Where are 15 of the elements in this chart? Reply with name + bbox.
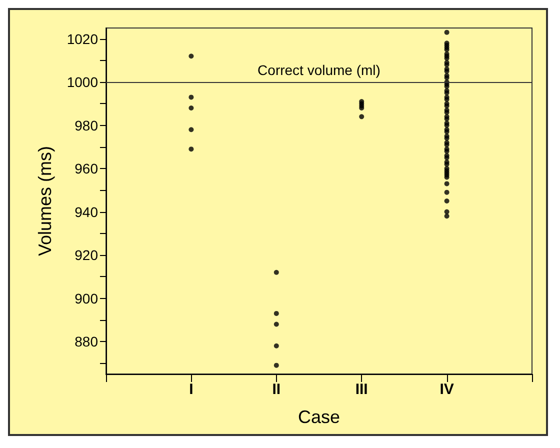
x-tick-label: II xyxy=(272,381,281,398)
x-axis-title: Case xyxy=(298,407,340,427)
x-tick-label: IV xyxy=(440,381,454,398)
x-tick-label: I xyxy=(189,381,194,398)
y-tick-label: 1000 xyxy=(66,74,98,90)
y-tick-label: 880 xyxy=(74,334,98,350)
y-tick-label: 940 xyxy=(74,204,98,220)
ref-line-label: Correct volume (ml) xyxy=(258,62,380,78)
y-tick-label: 1020 xyxy=(66,30,98,47)
y-tick-label: 900 xyxy=(74,290,98,306)
x-tick-label: III xyxy=(355,381,368,398)
y-tick-label: 980 xyxy=(74,117,98,134)
y-axis-title: Volumes (ms) xyxy=(35,146,55,256)
y-tick-label: 960 xyxy=(74,160,98,177)
y-tick-label: 920 xyxy=(74,247,98,264)
